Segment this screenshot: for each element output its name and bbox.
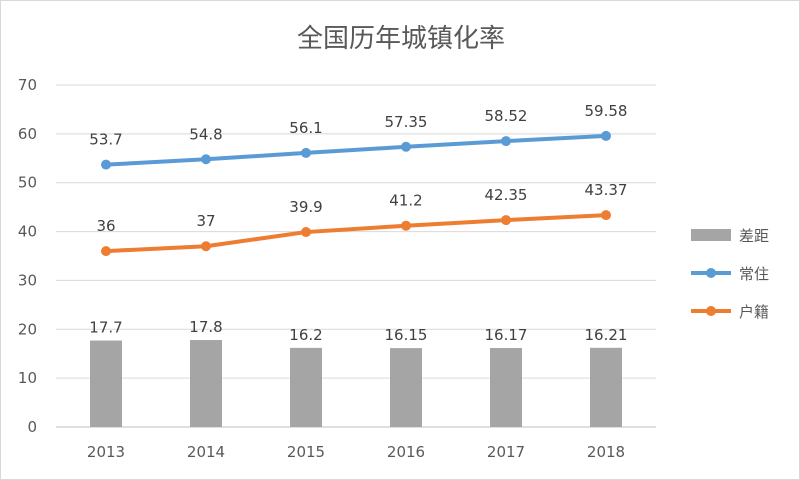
legend-label-差距: 差距 [739,227,769,245]
axis-layer: 0 10 20 30 40 50 60 70 2013 2014 2015 2016 2017 2018 [18,76,625,461]
point-常住-2016 [401,141,411,152]
data-label-户籍-2016: 41.2 [389,192,422,210]
data-label-户籍-2018: 43.37 [585,181,628,199]
data-label-户籍-2014: 37 [196,212,215,230]
y-tick-label: 60 [18,125,37,143]
data-label-户籍-2015: 39.9 [289,198,322,216]
point-户籍-2014 [201,241,211,252]
series-line-常住 [104,133,608,167]
x-tick-label: 2016 [387,443,425,461]
y-tick-label: 20 [18,320,37,338]
x-tick-label: 2014 [187,443,225,461]
bar-差距-2014 [190,340,222,427]
data-label-户籍-2017: 42.35 [485,186,528,204]
point-常住-2014 [201,154,211,165]
y-tick-label: 10 [18,369,37,387]
data-label-差距-2015: 16.2 [289,326,322,344]
point-户籍-2017 [501,215,511,226]
data-label-户籍-2013: 36 [96,217,115,235]
data-label-常住-2016: 57.35 [385,113,428,131]
legend-marker-常住 [706,268,716,278]
bar-差距-2016 [390,348,422,427]
line-layer [101,130,611,257]
grid-layer [56,84,656,428]
point-户籍-2013 [101,246,111,257]
data-label-常住-2015: 56.1 [289,119,322,137]
data-label-差距-2014: 17.8 [189,318,222,336]
bar-差距-2015 [290,347,322,427]
chart-title: 全国历年城镇化率 [297,24,505,54]
point-户籍-2018 [601,210,611,221]
legend-swatch-差距 [691,229,731,241]
x-tick-label: 2015 [287,443,325,461]
legend-marker-户籍 [706,306,716,316]
bar-layer [90,340,622,427]
data-label-常住-2013: 53.7 [89,131,122,149]
data-label-常住-2018: 59.58 [585,102,628,120]
bar-差距-2017 [490,347,522,427]
bar-差距-2013 [90,340,122,427]
series-line-户籍 [104,213,608,254]
x-tick-label: 2018 [587,443,625,461]
data-label-差距-2016: 16.15 [385,326,428,344]
x-tick-label: 2013 [87,443,125,461]
data-label-常住-2017: 58.52 [485,107,528,125]
y-tick-label: 50 [18,174,37,192]
point-常住-2013 [101,159,111,170]
bar-差距-2018 [590,347,622,427]
y-tick-label: 30 [18,271,37,289]
x-tick-label: 2017 [487,443,525,461]
point-常住-2018 [601,130,611,141]
y-tick-label: 70 [18,76,37,94]
data-label-常住-2014: 54.8 [189,125,222,143]
legend-label-常住: 常住 [739,265,769,283]
point-户籍-2015 [301,227,311,238]
data-label-差距-2017: 16.17 [485,326,528,344]
y-tick-label: 0 [27,418,37,436]
data-label-差距-2013: 17.7 [89,319,122,337]
data-label-差距-2018: 16.21 [585,326,628,344]
point-户籍-2016 [401,220,411,231]
point-常住-2015 [301,147,311,158]
label-layer: 17.7 17.8 16.2 16.15 16.17 16.21 53.7 54.8 56.1 5… [89,102,627,344]
point-常住-2017 [501,136,511,147]
legend-label-户籍: 户籍 [739,303,769,321]
y-tick-label: 40 [18,223,37,241]
